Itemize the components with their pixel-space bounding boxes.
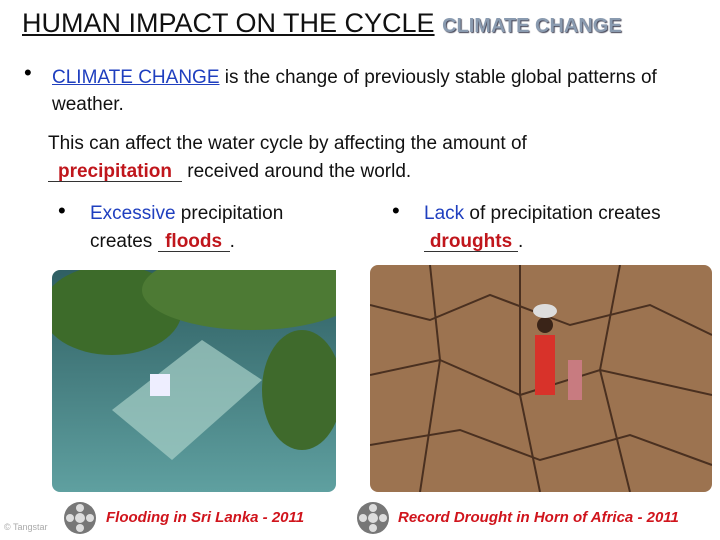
effect-text: This can affect the water cycle by affec… [48,133,527,154]
title: HUMAN IMPACT ON THE CYCLE [22,8,435,38]
left-text: Excessive precipitation creates floods. [90,200,350,256]
title-tag: CLIMATE CHANGE [442,15,622,37]
answer: precipitation [48,162,182,182]
caption: Record Drought in Horn of Africa - 2011 [398,509,679,526]
bullet: • [58,198,66,223]
end: . [229,231,235,252]
keyword: Lack [424,203,465,224]
film-icon [357,502,389,534]
term: CLIMATE CHANGE [52,67,220,88]
text: precipitation creates [90,203,284,252]
bullet: • [392,198,400,223]
answer: droughts [424,232,518,252]
effect-text-after: received around the world. [182,161,412,182]
bullet: • [24,60,32,85]
film-icon [64,502,96,534]
drought-photo [370,265,712,492]
watermark: © Tangstar [4,522,48,532]
definition-text: is the change of previously stable globa… [52,67,657,115]
caption: Flooding in Sri Lanka - 2011 [106,509,305,526]
definition: CLIMATE CHANGE is the change of previous… [52,64,672,118]
answer: floods [157,232,230,252]
end: . [518,231,524,252]
keyword: Excessive [90,203,176,224]
title-row: HUMAN IMPACT ON THE CYCLE CLIMATE CHANGE [22,8,622,39]
text: of precipitation creates [464,203,661,224]
right-text: Lack of precipitation creates droughts. [424,200,704,256]
effect: This can affect the water cycle by affec… [48,130,688,186]
flood-photo [52,270,336,492]
